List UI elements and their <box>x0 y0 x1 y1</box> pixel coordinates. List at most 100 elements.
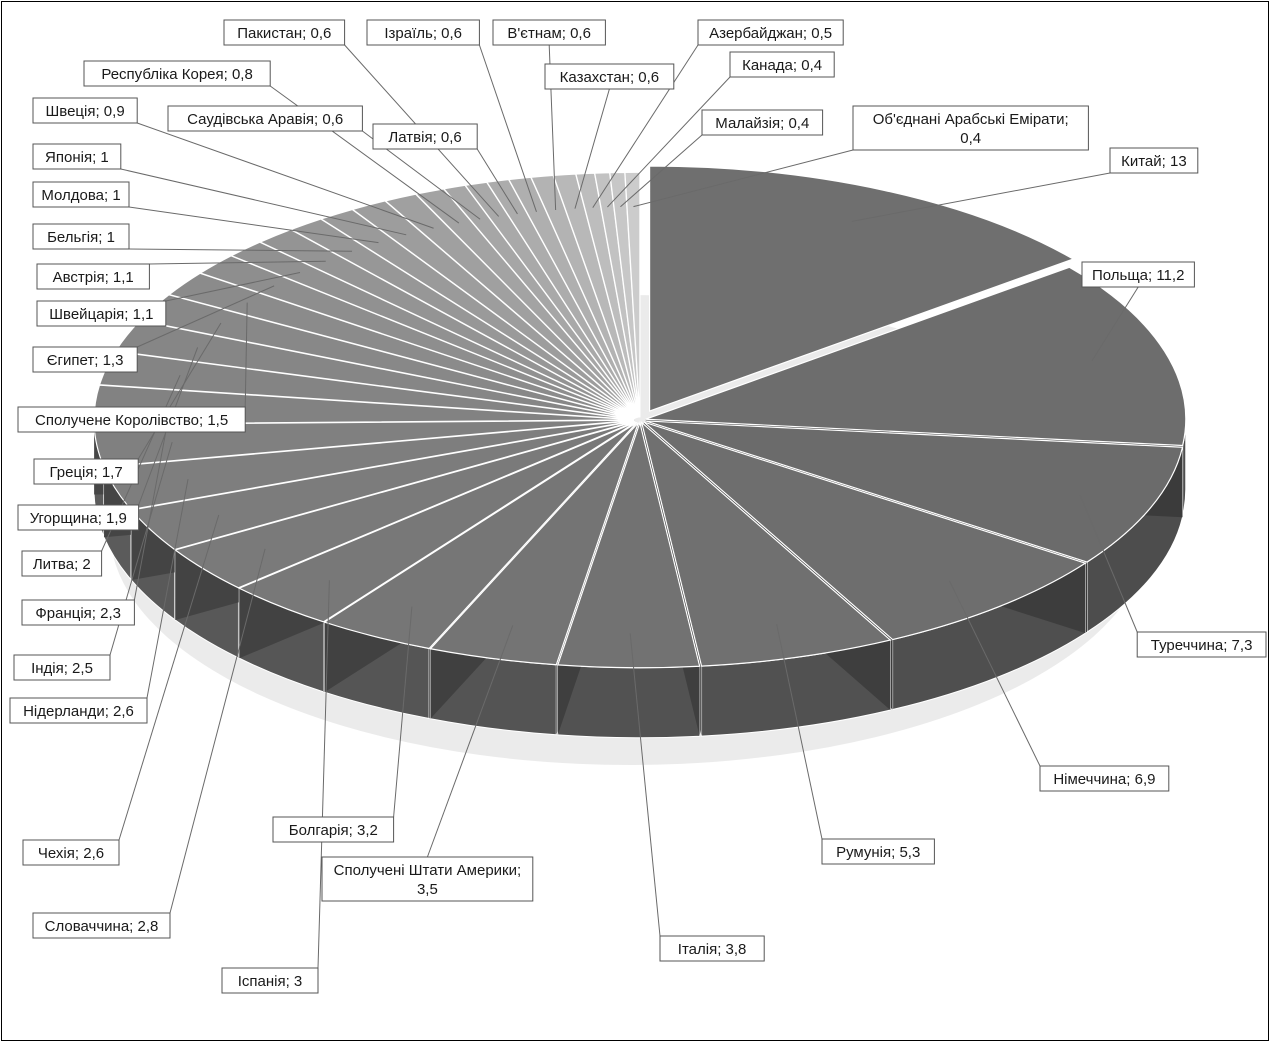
leader-line-4 <box>948 580 1041 767</box>
data-label-29: Латвія; 0,6 <box>388 129 461 146</box>
data-label-box-32 <box>544 63 675 90</box>
data-label-box-3 <box>1136 631 1267 658</box>
data-label-30: Ізраїль; 0,6 <box>384 25 462 42</box>
leader-line-33 <box>592 44 699 208</box>
data-label-box-20 <box>36 300 167 327</box>
data-label-19: Єгипет; 1,3 <box>47 352 124 369</box>
data-label-7-line-2: 3,5 <box>417 881 438 898</box>
leader-line-19 <box>136 285 275 348</box>
data-label-box-8 <box>272 816 395 843</box>
pie-slice-4 <box>643 421 1087 641</box>
data-label-24: Японія; 1 <box>45 149 109 166</box>
leader-line-36 <box>633 149 854 208</box>
leader-line-3 <box>1079 495 1138 633</box>
data-label-box-17 <box>33 458 139 485</box>
data-label-32: Казахстан; 0,6 <box>560 69 659 86</box>
leader-line-14 <box>133 406 172 601</box>
data-label-13: Індія; 2,5 <box>31 660 93 677</box>
data-label-8: Болгарія; 3,2 <box>289 822 378 839</box>
leader-line-21 <box>149 260 326 265</box>
data-label-3: Туреччина; 7,3 <box>1151 637 1253 654</box>
leader-line-18 <box>244 302 248 408</box>
data-label-12: Нідерланди; 2,6 <box>23 703 134 720</box>
data-label-box-9 <box>221 967 319 994</box>
data-label-14: Франція; 2,3 <box>35 605 121 622</box>
pie-slice-7 <box>429 422 639 666</box>
data-label-21: Австрія; 1,1 <box>53 269 134 286</box>
data-label-box-24 <box>32 143 122 170</box>
leader-line-12 <box>146 479 189 699</box>
data-label-box-33 <box>697 19 844 46</box>
leader-line-22 <box>128 248 353 252</box>
data-label-box-5 <box>821 838 935 865</box>
leader-line-8 <box>393 606 413 818</box>
pie-slice-3 <box>645 420 1184 563</box>
data-label-box-30 <box>366 19 480 46</box>
data-label-26: Республіка Корея; 0,8 <box>101 66 252 83</box>
leader-line-7 <box>426 625 514 858</box>
data-label-box-36 <box>852 105 1089 151</box>
data-label-9: Іспанія; 3 <box>238 973 303 990</box>
data-label-box-25 <box>32 97 138 124</box>
data-label-28: Пакистан; 0,6 <box>237 25 331 42</box>
data-label-11: Чехія; 2,6 <box>38 845 104 862</box>
data-label-box-29 <box>372 123 478 150</box>
data-label-15: Литва; 2 <box>33 556 91 573</box>
data-label-6: Італія; 3,8 <box>678 941 747 958</box>
data-label-box-6 <box>659 935 765 962</box>
data-label-22: Бельгія; 1 <box>47 229 115 246</box>
data-label-box-1 <box>1109 147 1199 174</box>
pie-slice-5 <box>640 420 892 667</box>
data-label-box-18 <box>17 406 246 433</box>
data-label-box-31 <box>492 19 606 46</box>
leader-line-10 <box>169 548 266 914</box>
data-label-18: Сполучене Королівство; 1,5 <box>35 412 228 429</box>
pie-slice-8 <box>323 421 638 650</box>
leader-line-9 <box>317 580 330 969</box>
data-label-25: Швеція; 0,9 <box>46 103 125 120</box>
leader-line-23 <box>128 206 379 244</box>
leader-line-1 <box>851 172 1111 222</box>
data-label-4: Німеччина; 6,9 <box>1053 771 1155 788</box>
slice-side-5 <box>557 664 701 739</box>
leader-line-17 <box>137 322 222 460</box>
data-label-box-4 <box>1039 765 1170 792</box>
data-label-23: Молдова; 1 <box>41 187 120 204</box>
data-label-box-12 <box>9 697 148 724</box>
leader-line-25 <box>137 122 434 229</box>
pie-slice-1 <box>648 165 1075 412</box>
pie-slice-6 <box>556 420 701 669</box>
data-label-34: Канада; 0,4 <box>742 57 822 74</box>
data-label-33: Азербайджан; 0,5 <box>709 25 832 42</box>
leader-line-24 <box>120 168 407 236</box>
data-label-5: Румунія; 5,3 <box>836 844 920 861</box>
data-label-box-16 <box>17 504 140 531</box>
leader-line-29 <box>476 148 518 215</box>
data-label-36-line-2: 0,4 <box>960 130 981 147</box>
data-label-box-14 <box>21 599 135 626</box>
data-label-box-26 <box>83 60 271 87</box>
data-label-box-11 <box>22 839 120 866</box>
leader-line-35 <box>620 134 703 208</box>
data-label-7-line-1: Сполучені Штати Америки; <box>334 862 522 879</box>
leader-line-30 <box>478 44 537 212</box>
leader-line-11 <box>118 514 220 841</box>
data-label-31: В'єтнам; 0,6 <box>507 25 591 42</box>
data-label-36-line-1: Об'єднані Арабські Емірати; <box>873 111 1069 128</box>
data-label-box-27 <box>167 105 363 132</box>
leader-line-20 <box>165 272 301 302</box>
leader-line-5 <box>776 624 823 840</box>
leader-line-32 <box>574 88 610 209</box>
data-label-box-7 <box>321 856 534 902</box>
data-label-10: Словаччина; 2,8 <box>45 918 159 935</box>
data-label-box-34 <box>729 51 835 78</box>
data-label-box-28 <box>223 19 346 46</box>
data-label-16: Угорщина; 1,9 <box>30 510 127 527</box>
data-label-box-23 <box>32 181 130 208</box>
data-label-box-15 <box>21 550 103 577</box>
data-label-35: Малайзія; 0,4 <box>715 115 809 132</box>
data-label-box-22 <box>32 223 130 250</box>
data-label-27: Саудівська Аравія; 0,6 <box>187 111 343 128</box>
